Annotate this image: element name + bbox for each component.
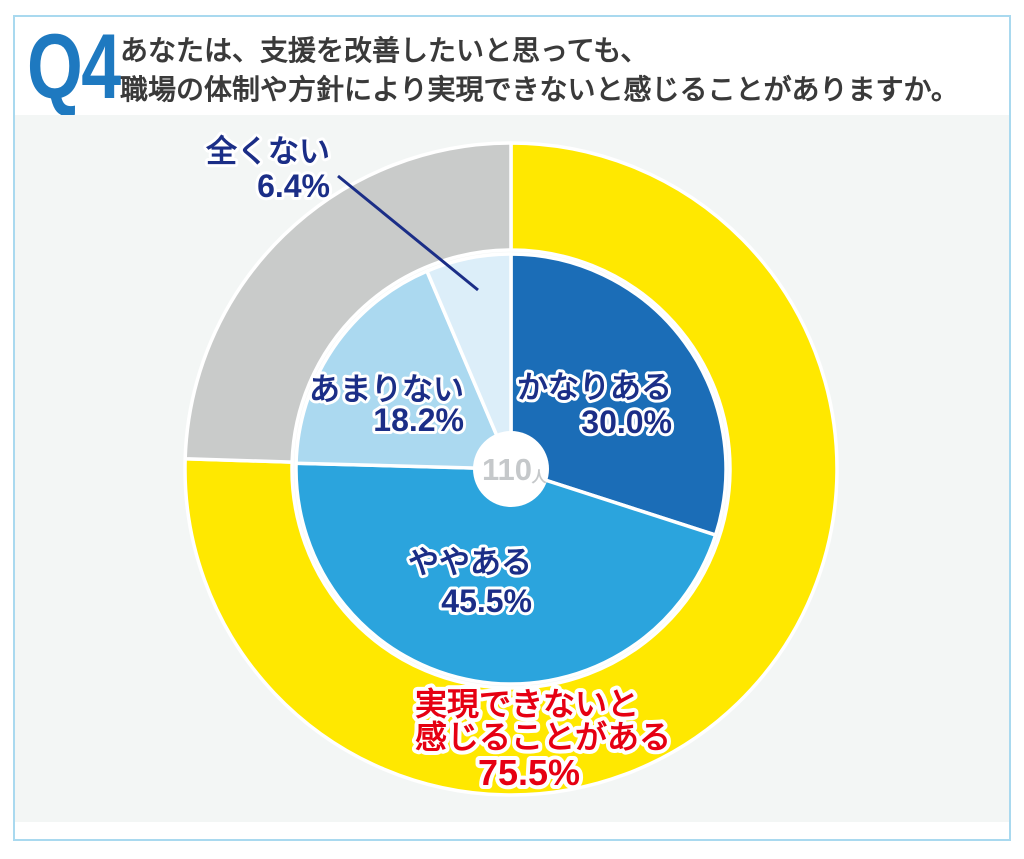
center-circle xyxy=(473,431,549,507)
question-number: Q4 xyxy=(27,16,121,118)
slice-label-1: ややある xyxy=(408,545,532,580)
respondent-unit: 人 xyxy=(531,469,547,486)
outer-ring-segment-0 xyxy=(183,141,839,797)
pie-slice-2 xyxy=(294,269,513,471)
slice-label-2: あまりない xyxy=(309,372,464,407)
ring-label-line1: 実現できないと xyxy=(415,686,639,722)
ring-label-line2: 感じることがある xyxy=(415,719,671,755)
survey-card: Q4 あなたは、支援を改善したいと思っても、 職場の体制や方針により実現できない… xyxy=(13,15,1011,841)
leader-line xyxy=(337,174,479,292)
ring-label-pct: 75.5% xyxy=(478,752,580,793)
slice-pct-3: 6.4% xyxy=(257,168,330,204)
question-text: あなたは、支援を改善したいと思っても、 職場の体制や方針により実現できないと感じ… xyxy=(120,31,959,109)
pie-slice-3 xyxy=(425,252,513,471)
slice-label-3: 全くない xyxy=(205,134,330,169)
slice-pct-2: 18.2% xyxy=(373,402,464,438)
outer-ring-segment-1 xyxy=(183,141,513,464)
question-header: Q4 あなたは、支援を改善したいと思っても、 職場の体制や方針により実現できない… xyxy=(15,17,1009,115)
question-line-2: 職場の体制や方針により実現できないと感じることがありますか。 xyxy=(120,74,959,105)
question-line-1: あなたは、支援を改善したいと思っても、 xyxy=(120,35,649,66)
pie-slice-0 xyxy=(509,252,728,537)
chart-panel: 110 人 かなりある 30.0% ややある 45.5% あまりない 18.2% 全くない 6.4… xyxy=(15,115,1009,822)
slice-pct-0: 30.0% xyxy=(581,404,672,440)
slice-pct-1: 45.5% xyxy=(441,583,532,619)
respondent-count: 110 xyxy=(482,452,532,487)
slice-label-0: かなりある xyxy=(517,370,672,405)
pie-slice-1 xyxy=(294,461,718,686)
